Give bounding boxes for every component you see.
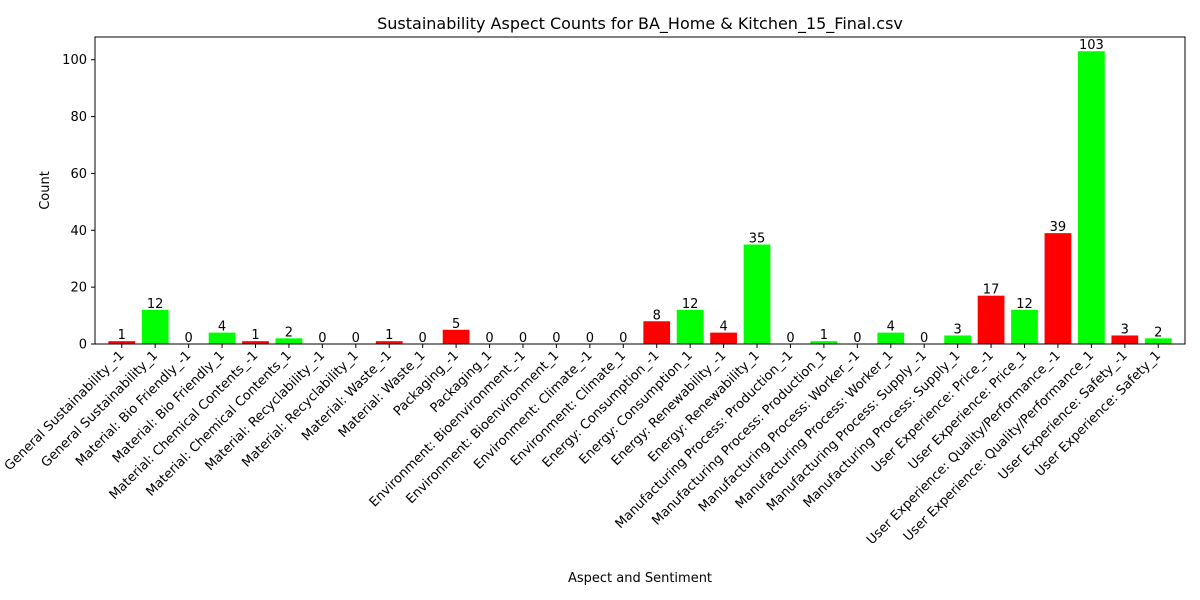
bar-4 — [242, 341, 269, 344]
value-label-21: 1 — [820, 328, 828, 343]
bar-19 — [743, 244, 771, 344]
value-label-11: 0 — [485, 331, 493, 346]
value-label-23: 4 — [887, 320, 895, 335]
value-label-14: 0 — [586, 331, 594, 346]
bar-21 — [810, 341, 838, 344]
value-label-18: 4 — [719, 320, 727, 335]
y-tick-label-0: 0 — [79, 338, 87, 353]
value-label-9: 0 — [419, 331, 427, 346]
bar-5 — [275, 338, 303, 344]
value-label-20: 0 — [786, 331, 794, 346]
y-tick-label-4: 80 — [70, 110, 87, 125]
bar-18 — [710, 332, 737, 344]
bar-27 — [1011, 309, 1038, 344]
bar-23 — [877, 332, 905, 344]
bar-1 — [141, 309, 169, 344]
bar-30 — [1111, 335, 1139, 344]
value-label-12: 0 — [519, 331, 527, 346]
bar-28 — [1044, 233, 1072, 344]
bar-17 — [676, 309, 704, 344]
value-label-22: 0 — [853, 331, 861, 346]
value-label-0: 1 — [118, 328, 126, 343]
bar-31 — [1144, 338, 1172, 344]
value-label-25: 3 — [953, 322, 961, 337]
plot-frame — [94, 36, 1186, 345]
bar-25 — [944, 335, 972, 344]
bar-16 — [643, 321, 671, 344]
value-label-4: 1 — [251, 328, 259, 343]
y-axis-label: Count — [38, 171, 53, 210]
value-label-19: 35 — [749, 232, 766, 247]
bars-group — [108, 51, 1172, 345]
value-label-27: 12 — [1016, 297, 1033, 312]
value-label-2: 0 — [184, 331, 192, 346]
y-tick-label-5: 100 — [62, 53, 87, 68]
value-label-10: 5 — [452, 317, 460, 332]
value-label-13: 0 — [552, 331, 560, 346]
y-tick-label-3: 60 — [70, 167, 87, 182]
bar-3 — [208, 332, 236, 344]
value-label-31: 2 — [1154, 325, 1162, 340]
value-label-28: 39 — [1050, 220, 1067, 235]
x-axis-label: Aspect and Sentiment — [568, 571, 712, 586]
value-label-24: 0 — [920, 331, 928, 346]
bar-8 — [375, 341, 403, 344]
bar-26 — [977, 295, 1005, 344]
value-label-30: 3 — [1121, 322, 1129, 337]
value-label-16: 8 — [653, 308, 661, 323]
value-label-29: 103 — [1079, 38, 1104, 53]
value-label-15: 0 — [619, 331, 627, 346]
y-tick-label-1: 20 — [70, 281, 87, 296]
value-label-26: 17 — [983, 283, 1000, 298]
value-label-1: 12 — [147, 297, 164, 312]
value-label-7: 0 — [352, 331, 360, 346]
value-label-5: 2 — [285, 325, 293, 340]
value-label-6: 0 — [318, 331, 326, 346]
bar-0 — [108, 341, 136, 344]
value-label-8: 1 — [385, 328, 393, 343]
bar-10 — [442, 329, 470, 344]
value-label-17: 12 — [682, 297, 699, 312]
y-tick-label-2: 40 — [70, 224, 87, 239]
y-axis-ticks: 0 20 40 60 80 100 — [62, 53, 95, 353]
chart-title: Sustainability Aspect Counts for BA_Home… — [377, 14, 903, 34]
value-label-3: 4 — [218, 320, 226, 335]
bar-29 — [1078, 51, 1105, 345]
